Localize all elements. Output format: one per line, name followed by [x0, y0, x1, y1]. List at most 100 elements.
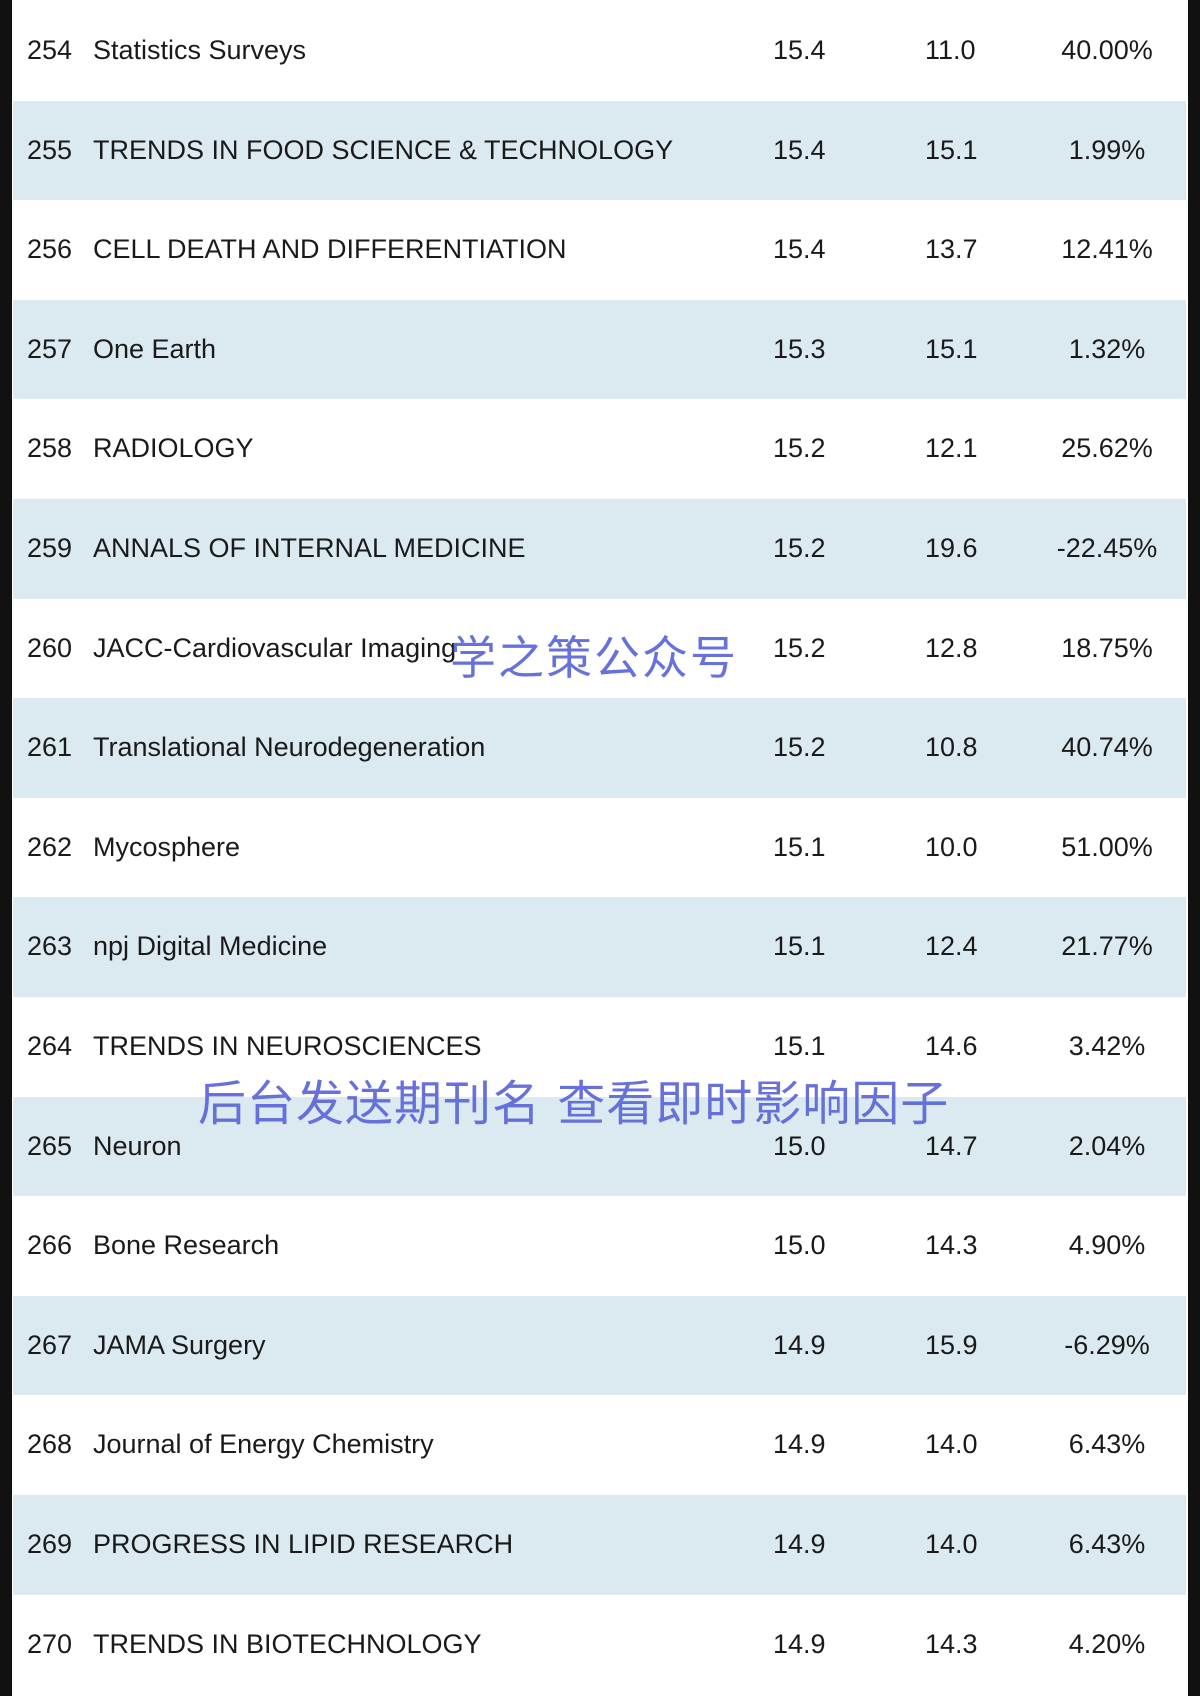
rank-cell: 270	[27, 1628, 73, 1659]
rank-cell: 268	[27, 1429, 73, 1460]
journal-name-cell: TRENDS IN FOOD SCIENCE & TECHNOLOGY	[93, 134, 674, 165]
rank-cell: 258	[27, 433, 73, 464]
rank-cell: 263	[27, 931, 73, 962]
impact-factor-current-cell: 15.2	[773, 433, 826, 464]
impact-factor-current-cell: 15.4	[773, 134, 826, 165]
table-row: 268 Journal of Energy Chemistry 14.9 14.0 6.…	[13, 1395, 1186, 1495]
change-percent-cell: 51.00%	[1061, 831, 1153, 862]
table-row: 256 CELL DEATH AND DIFFERENTIATION 15.4 13.…	[13, 200, 1186, 300]
impact-factor-current-cell: 14.9	[773, 1429, 826, 1460]
rank-cell: 256	[27, 234, 73, 265]
impact-factor-current-cell: 15.1	[773, 1030, 826, 1061]
impact-factor-previous-cell: 11.0	[925, 35, 976, 65]
impact-factor-previous-cell: 14.7	[925, 1130, 978, 1161]
impact-factor-previous-cell: 12.1	[925, 433, 978, 464]
impact-factor-current-cell: 15.0	[773, 1230, 826, 1261]
journal-name-cell: TRENDS IN NEUROSCIENCES	[93, 1030, 482, 1061]
table-row: 254 Statistics Surveys 15.4 11.0 40.00%	[13, 1, 1186, 101]
journal-name-cell: One Earth	[93, 333, 217, 364]
journal-ranking-table: 254 Statistics Surveys 15.4 11.0 40.00% 255 TR…	[13, 1, 1186, 1694]
change-percent-cell: 12.41%	[1061, 234, 1153, 265]
table-row: 266 Bone Research 15.0 14.3 4.90%	[13, 1196, 1186, 1296]
journal-name-cell: ANNALS OF INTERNAL MEDICINE	[93, 532, 526, 563]
impact-factor-previous-cell: 14.6	[925, 1030, 978, 1061]
table-row: 267 JAMA Surgery 14.9 15.9 -6.29%	[13, 1295, 1186, 1396]
journal-name-cell: JAMA Surgery	[93, 1329, 266, 1360]
change-percent-cell: -22.45%	[1056, 532, 1158, 563]
impact-factor-current-cell: 15.2	[773, 632, 826, 663]
rank-cell: 261	[27, 732, 73, 763]
table-row: 269 PROGRESS IN LIPID RESEARCH 14.9 14.0 6.4…	[13, 1494, 1186, 1595]
impact-factor-previous-cell: 19.6	[925, 532, 978, 563]
table-row: 258 RADIOLOGY 15.2 12.1 25.62%	[13, 399, 1186, 499]
impact-factor-previous-cell: 14.3	[925, 1230, 978, 1261]
journal-name-cell: Statistics Surveys	[93, 35, 307, 65]
table-row: 257 One Earth 15.3 15.1 1.32%	[13, 299, 1186, 400]
change-percent-cell: 21.77%	[1061, 931, 1153, 962]
journal-name-cell: Translational Neurodegeneration	[93, 732, 486, 763]
impact-factor-previous-cell: 14.0	[925, 1429, 978, 1460]
impact-factor-current-cell: 15.3	[773, 333, 826, 364]
impact-factor-previous-cell: 15.1	[925, 134, 978, 165]
impact-factor-current-cell: 15.4	[773, 234, 826, 265]
change-percent-cell: 2.04%	[1068, 1130, 1146, 1161]
journal-name-cell: Mycosphere	[93, 831, 241, 862]
rank-cell: 257	[27, 333, 73, 364]
change-percent-cell: 4.90%	[1068, 1230, 1146, 1261]
change-percent-cell: 1.32%	[1068, 333, 1146, 364]
impact-factor-current-cell: 14.9	[773, 1628, 826, 1659]
impact-factor-previous-cell: 12.4	[925, 931, 978, 962]
impact-factor-current-cell: 15.2	[773, 732, 826, 763]
impact-factor-current-cell: 15.0	[773, 1130, 826, 1161]
rank-cell: 269	[27, 1528, 73, 1559]
impact-factor-current-cell: 15.2	[773, 532, 826, 563]
journal-name-cell: Journal of Energy Chemistry	[93, 1429, 434, 1460]
impact-factor-previous-cell: 14.3	[925, 1628, 978, 1659]
rank-cell: 264	[27, 1030, 73, 1061]
impact-factor-current-cell: 15.1	[773, 831, 826, 862]
rank-cell: 260	[27, 632, 73, 663]
change-percent-cell: 25.62%	[1061, 433, 1153, 464]
rank-cell: 266	[27, 1230, 73, 1261]
rank-cell: 259	[27, 532, 73, 563]
impact-factor-previous-cell: 12.8	[925, 632, 978, 663]
change-percent-cell: 1.99%	[1068, 134, 1146, 165]
journal-name-cell: PROGRESS IN LIPID RESEARCH	[93, 1528, 514, 1559]
table-row: 261 Translational Neurodegeneration 15.2 10…	[13, 698, 1186, 798]
journal-name-cell: Neuron	[93, 1130, 182, 1161]
journal-name-cell: JACC-Cardiovascular Imaging	[93, 632, 457, 663]
impact-factor-current-cell: 14.9	[773, 1329, 826, 1360]
rank-cell: 262	[27, 831, 73, 862]
change-percent-cell: -6.29%	[1064, 1329, 1150, 1360]
table-row: 255 TRENDS IN FOOD SCIENCE & TECHNOLOGY 15…	[13, 100, 1186, 201]
impact-factor-previous-cell: 15.1	[925, 333, 978, 364]
rank-cell: 254	[27, 35, 73, 65]
table-row: 264 TRENDS IN NEUROSCIENCES 15.1 14.6 3.42%	[13, 997, 1186, 1097]
journal-name-cell: TRENDS IN BIOTECHNOLOGY	[93, 1628, 482, 1659]
impact-factor-previous-cell: 10.8	[925, 732, 978, 763]
table-row: 262 Mycosphere 15.1 10.0 51.00%	[13, 798, 1186, 898]
journal-name-cell: npj Digital Medicine	[93, 931, 328, 962]
journal-name-cell: RADIOLOGY	[93, 433, 254, 464]
rank-cell: 265	[27, 1130, 73, 1161]
table-row: 263 npj Digital Medicine 15.1 12.4 21.77%	[13, 897, 1186, 997]
change-percent-cell: 4.20%	[1068, 1628, 1146, 1659]
change-percent-cell: 6.43%	[1068, 1429, 1146, 1460]
impact-factor-previous-cell: 13.7	[925, 234, 978, 265]
change-percent-cell: 40.00%	[1061, 35, 1153, 65]
impact-factor-current-cell: 15.1	[773, 931, 826, 962]
table-row: 265 Neuron 15.0 14.7 2.04%	[13, 1096, 1186, 1197]
impact-factor-previous-cell: 15.9	[925, 1329, 978, 1360]
change-percent-cell: 3.42%	[1068, 1030, 1146, 1061]
journal-name-cell: Bone Research	[93, 1230, 280, 1261]
impact-factor-previous-cell: 10.0	[925, 831, 978, 862]
change-percent-cell: 6.43%	[1068, 1528, 1146, 1559]
impact-factor-current-cell: 14.9	[773, 1528, 826, 1559]
change-percent-cell: 18.75%	[1061, 632, 1153, 663]
change-percent-cell: 40.74%	[1061, 732, 1153, 763]
rank-cell: 267	[27, 1329, 73, 1360]
table-row: 259 ANNALS OF INTERNAL MEDICINE 15.2 19.6 -2…	[13, 498, 1186, 599]
journal-name-cell: CELL DEATH AND DIFFERENTIATION	[93, 234, 567, 265]
rank-cell: 255	[27, 134, 73, 165]
table-row: 260 JACC-Cardiovascular Imaging 15.2 12.8 18…	[13, 599, 1186, 699]
